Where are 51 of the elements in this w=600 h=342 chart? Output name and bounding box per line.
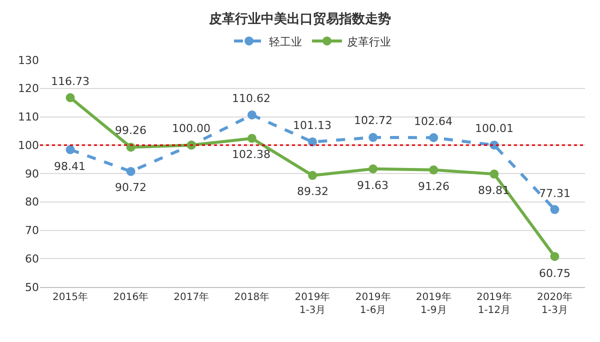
data-label: 91.26 xyxy=(418,180,450,193)
legend-label: 轻工业 xyxy=(269,35,302,48)
data-label: 98.41 xyxy=(54,160,86,173)
data-label: 102.64 xyxy=(414,115,452,128)
legend-label: 皮革行业 xyxy=(347,35,391,48)
data-label: 100.00 xyxy=(172,122,210,135)
data-label: 100.01 xyxy=(475,122,514,135)
x-tick-label: 2020年 1-3月 xyxy=(536,291,572,316)
x-tick-label: 2019年 1-12月 xyxy=(476,291,512,316)
point xyxy=(429,165,438,174)
x-tick-label: 2019年 1-3月 xyxy=(294,291,330,316)
x-tick-label: 2015年 xyxy=(52,291,88,303)
point xyxy=(550,205,560,214)
point xyxy=(368,164,378,174)
point xyxy=(368,132,378,142)
point xyxy=(126,166,136,176)
data-label: 91.63 xyxy=(357,179,388,192)
y-tick-label: 60 xyxy=(25,252,39,266)
point xyxy=(66,93,75,102)
y-tick-label: 80 xyxy=(25,196,39,209)
data-label: 99.26 xyxy=(115,124,146,137)
x-tick-label: 2016年 xyxy=(113,291,149,303)
data-label: 116.73 xyxy=(51,75,90,88)
point xyxy=(550,252,560,261)
x-tick-label: 2018年 xyxy=(234,291,270,303)
data-label: 77.31 xyxy=(539,187,570,200)
data-label: 90.72 xyxy=(115,181,146,194)
point xyxy=(247,134,256,143)
x-tick-label: 2019年 1-9月 xyxy=(416,291,452,316)
point xyxy=(490,170,499,179)
data-label: 101.13 xyxy=(293,119,332,132)
y-tick-label: 120 xyxy=(18,82,39,96)
point xyxy=(429,133,438,142)
data-label: 89.32 xyxy=(297,185,328,198)
point xyxy=(308,170,317,180)
data-label: 110.62 xyxy=(232,92,270,105)
point xyxy=(247,110,256,120)
point xyxy=(66,145,75,154)
y-tick-label: 90 xyxy=(25,167,39,180)
y-tick-label: 110 xyxy=(18,110,39,124)
data-label: 102.72 xyxy=(354,114,392,127)
data-label: 60.75 xyxy=(539,267,570,280)
y-tick-label: 70 xyxy=(25,224,39,238)
data-label: 102.38 xyxy=(232,148,270,161)
y-tick-label: 130 xyxy=(18,54,39,67)
chart-title: 皮革行业中美出口贸易指数走势 xyxy=(208,10,391,27)
x-tick-label: 2019年 1-6月 xyxy=(355,291,391,316)
point xyxy=(308,137,317,146)
y-tick-label: 50 xyxy=(25,280,39,294)
x-tick-label: 2017年 xyxy=(174,291,210,303)
y-tick-label: 100 xyxy=(18,138,39,152)
